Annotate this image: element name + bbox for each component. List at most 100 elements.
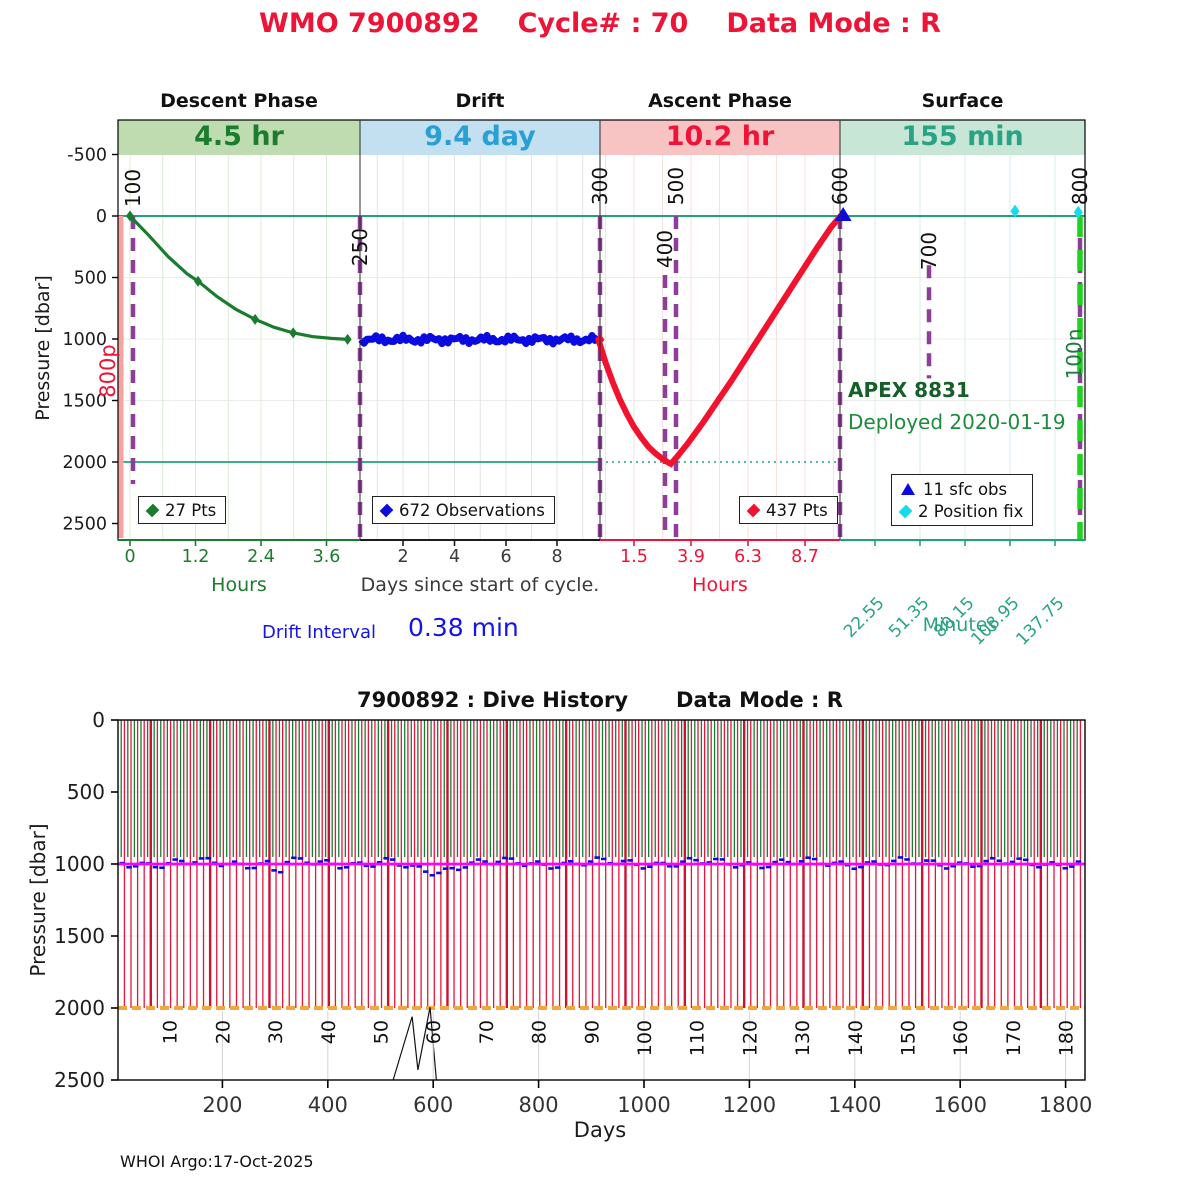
park-obs-tick bbox=[429, 873, 436, 877]
tick-label-2.4: 2.4 bbox=[247, 547, 275, 567]
ascent-start-marker bbox=[595, 333, 605, 346]
park-obs-tick bbox=[370, 865, 376, 868]
bottom-ytick-2000: 2000 bbox=[54, 996, 105, 1020]
park-obs-tick bbox=[614, 862, 620, 866]
park-obs-tick bbox=[330, 862, 337, 866]
cycle-label-50: 50 bbox=[371, 1020, 393, 1044]
cyan-diamond-icon bbox=[898, 504, 913, 518]
event-label-400: 400 bbox=[653, 230, 677, 268]
park-obs-tick bbox=[231, 860, 238, 863]
park-obs-tick bbox=[561, 861, 567, 865]
park-obs-tick bbox=[904, 858, 910, 861]
park-obs-tick bbox=[917, 862, 923, 865]
banner-descent-duration: 4.5 hr bbox=[118, 120, 360, 155]
park-obs-tick bbox=[185, 862, 192, 866]
park-obs-tick bbox=[390, 858, 396, 861]
descent-marker bbox=[343, 333, 352, 345]
park-obs-tick bbox=[317, 860, 324, 863]
park-obs-tick bbox=[640, 867, 647, 870]
park-obs-tick bbox=[139, 861, 145, 865]
deployed-annotation: Deployed 2020-01-19 bbox=[848, 410, 1066, 434]
bottom-xtick-1000: 1000 bbox=[617, 1093, 670, 1117]
park-obs-tick bbox=[350, 861, 356, 865]
park-obs-tick bbox=[502, 856, 508, 860]
drift-interval-label: Drift Interval bbox=[262, 622, 376, 643]
tick-label-4: 4 bbox=[449, 547, 460, 567]
park-obs-tick bbox=[891, 859, 897, 863]
park-obs-tick bbox=[264, 859, 271, 863]
park-obs-tick bbox=[772, 860, 778, 864]
park-obs-tick bbox=[910, 862, 917, 865]
tick-label-6: 6 bbox=[500, 547, 511, 567]
park-obs-tick bbox=[495, 860, 502, 864]
park-obs-tick bbox=[924, 859, 930, 862]
park-obs-tick bbox=[271, 869, 277, 872]
park-obs-tick bbox=[396, 864, 403, 867]
drift-band bbox=[358, 331, 601, 348]
cycle-label-150: 150 bbox=[898, 1020, 920, 1056]
park-obs-tick bbox=[765, 865, 772, 869]
park-obs-tick bbox=[884, 863, 890, 867]
park-obs-tick bbox=[792, 862, 798, 866]
park-obs-tick bbox=[1009, 860, 1016, 864]
float-id-annotation: APEX 8831 bbox=[848, 378, 970, 402]
park-obs-tick bbox=[937, 863, 943, 867]
park-obs-tick bbox=[462, 866, 469, 869]
park-obs-tick bbox=[409, 864, 416, 867]
park-obs-tick bbox=[455, 868, 462, 872]
tick-label-1.2: 1.2 bbox=[182, 547, 210, 567]
tick-label-3.9: 3.9 bbox=[677, 547, 705, 567]
bottom-ytick-1000: 1000 bbox=[54, 852, 105, 876]
ytick-500: 500 bbox=[74, 269, 107, 289]
park-obs-tick bbox=[825, 864, 831, 867]
bottom-plot-frame bbox=[117, 719, 1086, 1081]
phase-header-ascent: Ascent Phase bbox=[648, 90, 792, 112]
bottom-xtick-800: 800 bbox=[519, 1093, 559, 1117]
ytick-1500: 1500 bbox=[62, 392, 107, 412]
event-label-800: 800 bbox=[1068, 167, 1092, 205]
surface-obs-triangle bbox=[834, 207, 852, 221]
bottom-xtick-400: 400 bbox=[308, 1093, 348, 1117]
legend-surface: 11 sfc obs 2 Position fix bbox=[891, 474, 1034, 526]
park-obs-tick bbox=[291, 856, 297, 860]
park-obs-tick bbox=[172, 858, 178, 861]
bottom-xtick-1400: 1400 bbox=[828, 1093, 881, 1117]
park-obs-tick bbox=[1055, 863, 1062, 867]
park-obs-tick bbox=[957, 861, 963, 864]
legend-position-fix-row: 2 Position fix bbox=[898, 502, 1023, 521]
park-obs-tick bbox=[798, 860, 805, 863]
park-obs-tick bbox=[943, 867, 950, 870]
legend-sfc-obs-label: 11 sfc obs bbox=[923, 479, 1008, 499]
park-obs-tick bbox=[726, 863, 732, 866]
ytick-1000: 1000 bbox=[62, 330, 107, 350]
park-obs-tick bbox=[179, 859, 185, 863]
next-cycle-label: 100n bbox=[1062, 329, 1086, 380]
park-obs-tick bbox=[337, 866, 343, 870]
park-obs-tick bbox=[963, 862, 970, 865]
legend-drift-observations: 672 Observations bbox=[372, 496, 555, 524]
park-obs-tick bbox=[1069, 865, 1075, 868]
page-title: WMO 7900892 Cycle# : 70 Data Mode : R bbox=[0, 8, 1200, 39]
event-label-700: 700 bbox=[917, 232, 941, 270]
bottom-xtick-600: 600 bbox=[413, 1093, 453, 1117]
drift-axis-name: Days since start of cycle. bbox=[360, 574, 600, 596]
descent-axis-name: Hours bbox=[211, 574, 267, 596]
ascent-curve bbox=[595, 213, 844, 468]
park-obs-tick bbox=[324, 858, 330, 862]
park-obs-tick bbox=[1075, 860, 1082, 863]
park-obs-tick bbox=[653, 861, 660, 865]
tick-label-3.6: 3.6 bbox=[313, 547, 341, 567]
park-obs-tick bbox=[983, 859, 989, 863]
park-obs-tick bbox=[1016, 857, 1022, 860]
cycle-label-120: 120 bbox=[739, 1020, 761, 1056]
park-obs-tick bbox=[607, 861, 614, 865]
park-obs-tick bbox=[515, 862, 521, 865]
park-obs-tick bbox=[376, 861, 383, 864]
green-diamond-icon bbox=[145, 503, 160, 517]
park-obs-tick bbox=[508, 857, 515, 860]
cycle-label-180: 180 bbox=[1056, 1020, 1078, 1056]
legend-ascent-pts: 437 Pts bbox=[739, 496, 838, 524]
title-wmo: WMO 7900892 bbox=[259, 8, 480, 39]
descent-marker bbox=[194, 275, 202, 287]
park-obs-tick bbox=[528, 862, 534, 865]
